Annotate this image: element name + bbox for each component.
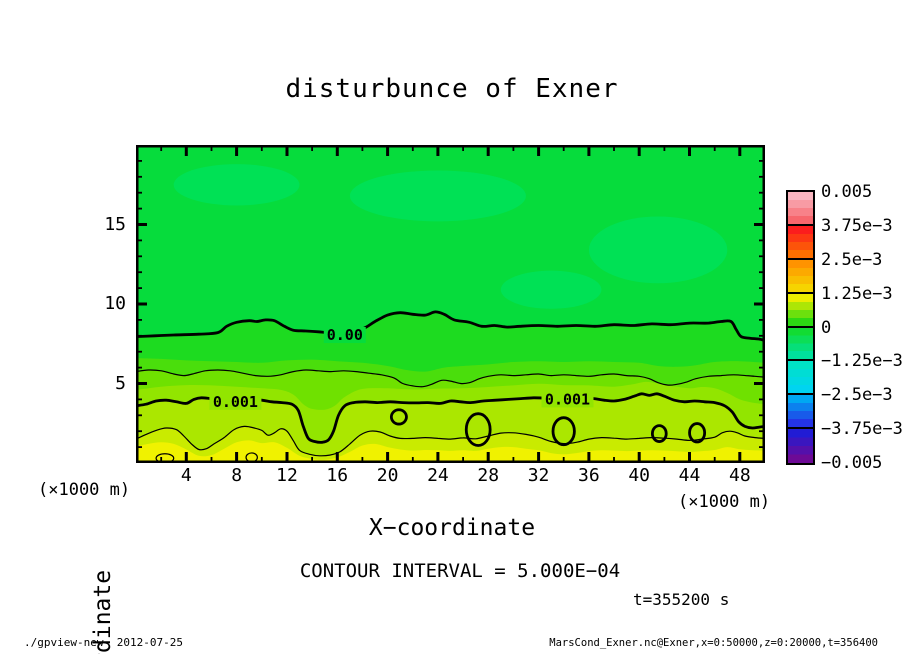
contour-closed: [551, 416, 576, 447]
y-tick-label: 10: [104, 293, 126, 314]
plot-area: 0.00 0.001 0.001: [136, 145, 765, 463]
y-axis-title-wrap: Z−coordinate: [24, 200, 116, 654]
x-tick-label: 12: [276, 465, 298, 486]
fill-patch: [588, 216, 728, 284]
fill-patch: [500, 270, 602, 309]
x-tick-label: 44: [678, 465, 701, 486]
contour-plot: 0.00 0.001 0.001: [136, 145, 765, 463]
contour-closed: [464, 412, 492, 447]
x-axis-title: X−coordinate: [368, 515, 536, 541]
x-tick-label: 36: [578, 465, 600, 486]
fill-patch: [173, 164, 300, 206]
y-tick-label: 15: [104, 213, 126, 235]
x-tick-label: 48: [728, 465, 751, 486]
time-annotation: t=355200 s: [633, 590, 730, 609]
colorbar: [786, 190, 815, 465]
x-tick-label: 32: [527, 465, 550, 486]
colorbar-segment: [788, 293, 813, 328]
contour-label: 0.001: [545, 390, 590, 408]
colorbar-tick-label: −2.5e−3: [821, 385, 893, 406]
x-tick-label: 40: [628, 465, 651, 486]
contour-closed: [688, 422, 707, 444]
colorbar-segment: [788, 327, 813, 362]
contour-label-bg: [209, 393, 262, 410]
colorbar-segment: [788, 192, 813, 226]
x-tick-label: 4: [180, 465, 192, 486]
colorbar-tick-label: 0: [821, 317, 832, 338]
contour-closed: [650, 424, 668, 443]
plot-frame: [136, 145, 765, 463]
colorbar-segment: [788, 225, 813, 260]
x-tick-label: 16: [326, 465, 349, 486]
x-tick-label: 28: [477, 465, 500, 486]
fill-band: [136, 440, 765, 463]
page-title: disturbunce of Exner: [285, 74, 619, 104]
contour-label-bg: [323, 327, 366, 343]
x-tick-label: 20: [376, 465, 399, 486]
x-tick-label: 8: [231, 465, 243, 486]
fill-patch: [349, 170, 526, 222]
contour-label: 0.00: [327, 326, 363, 344]
colorbar-tick-label: −3.75e−3: [821, 419, 903, 440]
contour-closed: [389, 408, 408, 426]
colorbar-tick-label: 3.75e−3: [821, 215, 893, 236]
colorbar-segment: [788, 395, 813, 430]
contour-interval-text: CONTOUR INTERVAL = 5.000E−04: [299, 560, 621, 582]
colorbar-tick-label: −0.005: [821, 453, 883, 473]
z-axis-unit: (×1000 m): [38, 480, 131, 500]
colorbar-tick-label: 0.005: [821, 182, 873, 202]
x-tick-label: 24: [427, 465, 449, 486]
colorbar-tick-label: 2.5e−3: [821, 249, 883, 270]
contour-line: [136, 310, 765, 342]
colorbar-tick-label: −1.25e−3: [821, 351, 903, 372]
x-axis-unit: (×1000 m): [678, 492, 771, 512]
contour-line: [136, 369, 765, 388]
contour-label: 0.001: [213, 393, 258, 411]
colorbar-segment: [788, 361, 813, 396]
y-tick-label: 5: [115, 372, 126, 394]
footer-command: ./gpview-new 2012-07-25: [24, 636, 183, 649]
colorbar-tick-label: 1.25e−3: [821, 283, 893, 304]
colorbar-segment: [788, 429, 813, 463]
contour-label-bg: [541, 391, 594, 408]
footer-source: MarsCond_Exner.nc@Exner,x=0:50000,z=0:20…: [549, 637, 878, 649]
colorbar-segment: [788, 259, 813, 294]
